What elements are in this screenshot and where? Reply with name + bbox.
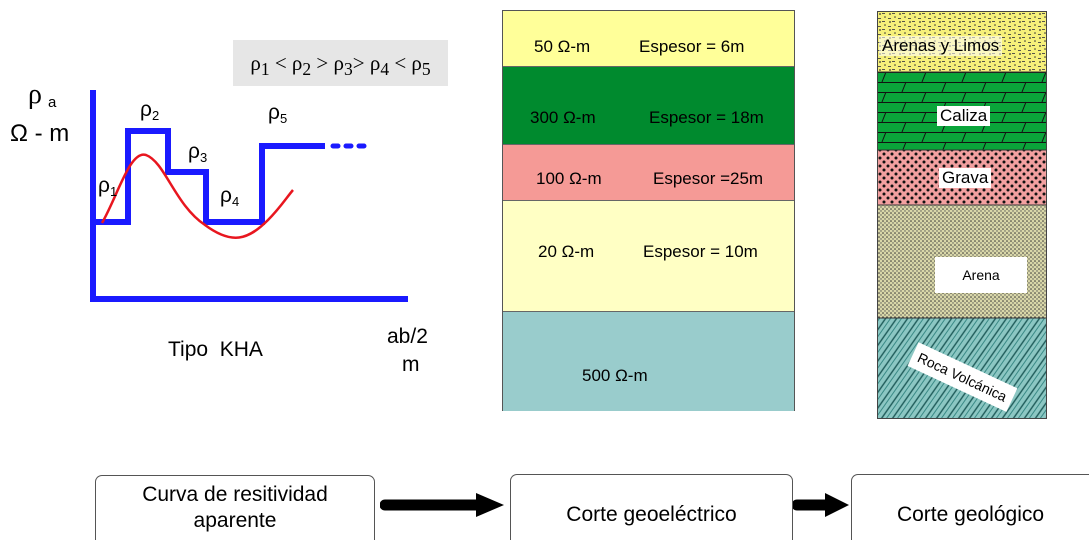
layer-3-thickness: Espesor =25m <box>653 169 764 188</box>
layer-5-resistivity: 500 Ω-m <box>582 366 648 385</box>
resistivity-curve-plot: ρ a Ω - m ρ1 ρ2 ρ3 ρ4 ρ5 Tipo KHA ab/2 m <box>10 79 428 376</box>
flow-box-1-line-2: aparente <box>193 509 277 532</box>
y-axis-symbol: ρ <box>28 79 42 110</box>
rho5-label: ρ5 <box>268 101 287 126</box>
layer-1-thickness: Espesor = 6m <box>639 37 745 56</box>
y-axis-symbol-sub: a <box>48 94 57 111</box>
curve-type-label: Tipo KHA <box>168 338 263 361</box>
geoelectric-layer-5: 500 Ω-m <box>503 312 794 411</box>
rho1-label: ρ1 <box>98 174 117 199</box>
flow-box-3-text: Corte geológico <box>896 502 1045 526</box>
geoelectric-section: 50 Ω-m Espesor = 6m 300 Ω-m Espesor = 18… <box>502 10 795 411</box>
flow-box-2-text: Corte geoeléctrico <box>566 502 737 526</box>
layer-2-resistivity: 300 Ω-m <box>530 108 596 127</box>
geologic-patterns <box>878 12 1046 418</box>
layer-1-resistivity: 50 Ω-m <box>534 37 591 56</box>
model-step-curve <box>93 128 325 225</box>
geologic-label-arenas-limos: Arenas y Limos <box>879 36 1003 56</box>
layer-2-thickness: Espesor = 18m <box>649 108 764 127</box>
flow-box-apparent-resistivity: Curva de resitividad aparente <box>95 475 375 540</box>
flow-arrow-1 <box>380 493 504 517</box>
geologic-label-arena: Arena <box>935 257 1027 293</box>
x-axis-label-line2: m <box>402 353 420 376</box>
geologic-section: Arenas y Limos Caliza Grava Arena Roca V… <box>877 11 1047 419</box>
flow-box-geologic: Corte geológico <box>851 474 1089 540</box>
layer-3-resistivity: 100 Ω-m <box>536 169 602 188</box>
geoelectric-layer-2: 300 Ω-m Espesor = 18m <box>503 67 794 145</box>
y-axis-unit: Ω - m <box>10 120 69 147</box>
rho4-label: ρ4 <box>220 184 239 209</box>
apparent-resistivity-curve <box>100 153 294 239</box>
inequality-text: ρ1 < ρ2 > ρ3> ρ4 < ρ5 <box>250 51 431 80</box>
rho2-label: ρ2 <box>140 98 159 123</box>
geoelectric-layer-4: 20 Ω-m Espesor = 10m <box>503 201 794 312</box>
flow-arrow-2 <box>793 493 849 517</box>
flow-box-geoelectric: Corte geoeléctrico <box>510 474 793 540</box>
geoelectric-layer-1: 50 Ω-m Espesor = 6m <box>503 11 794 67</box>
geologic-label-grava: Grava <box>939 168 992 188</box>
geoelectric-layer-3: 100 Ω-m Espesor =25m <box>503 145 794 201</box>
flow-box-1-line-1: Curva de resitividad <box>142 483 328 506</box>
inequality-box: ρ1 < ρ2 > ρ3> ρ4 < ρ5 <box>233 40 448 86</box>
layer-4-resistivity: 20 Ω-m <box>538 242 595 261</box>
x-axis-label-line1: ab/2 <box>387 325 428 348</box>
rho3-label: ρ3 <box>188 140 207 165</box>
geologic-label-caliza: Caliza <box>937 106 991 126</box>
layer-4-thickness: Espesor = 10m <box>643 242 758 261</box>
